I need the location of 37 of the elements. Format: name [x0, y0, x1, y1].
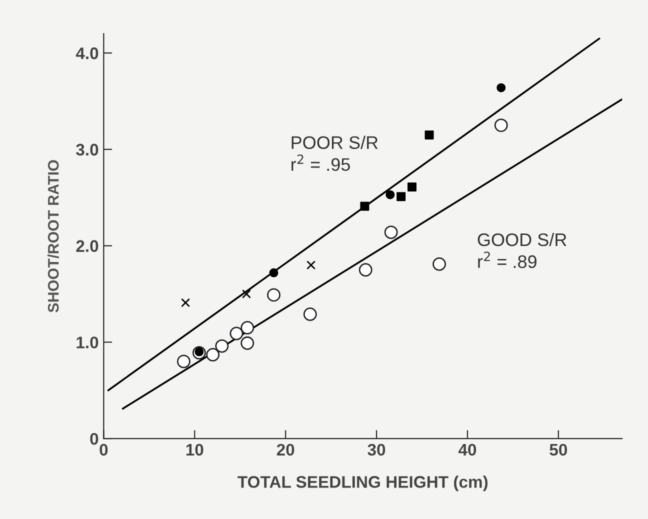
- point: [230, 326, 244, 340]
- point: [240, 321, 254, 334]
- x-tick-label: 50: [550, 444, 568, 456]
- y-tick-label: 2.0: [76, 240, 98, 252]
- point: [386, 190, 395, 200]
- point: [181, 298, 190, 308]
- y-tick-label: 3.0: [76, 144, 98, 156]
- x-tick-label: 0: [100, 444, 108, 456]
- y-axis-title: SHOOT/ROOT RATIO: [48, 160, 59, 312]
- x-tick-label: 40: [458, 444, 476, 456]
- y-tick-label: 0: [90, 432, 98, 445]
- annotation: GOOD S/R r$^{2}$ = .89: [478, 232, 566, 268]
- point: [206, 348, 220, 362]
- point: [432, 257, 446, 271]
- annotation: POOR S/R r$^{2}$ = .95: [292, 136, 378, 171]
- point: [215, 339, 229, 353]
- point: [384, 226, 398, 239]
- point: [306, 260, 316, 270]
- y-tick-label: 1.0: [76, 336, 98, 348]
- point: [269, 268, 278, 278]
- point: [360, 202, 370, 211]
- point: [496, 83, 506, 92]
- point: [240, 336, 254, 350]
- point: [494, 118, 508, 132]
- x-tick-label: 20: [276, 444, 294, 456]
- point: [177, 354, 190, 368]
- point: [396, 192, 406, 202]
- point: [267, 288, 280, 302]
- x-tick-label: 10: [186, 444, 204, 456]
- y-tick-label: 4.0: [76, 47, 98, 60]
- point: [424, 130, 434, 140]
- point: [407, 182, 416, 192]
- point: [242, 289, 251, 298]
- x-axis-title: TOTAL SEEDLING HEIGHT (cm): [238, 476, 488, 492]
- point: [358, 263, 372, 277]
- x-tick-label: 30: [368, 444, 386, 456]
- point: [303, 308, 317, 321]
